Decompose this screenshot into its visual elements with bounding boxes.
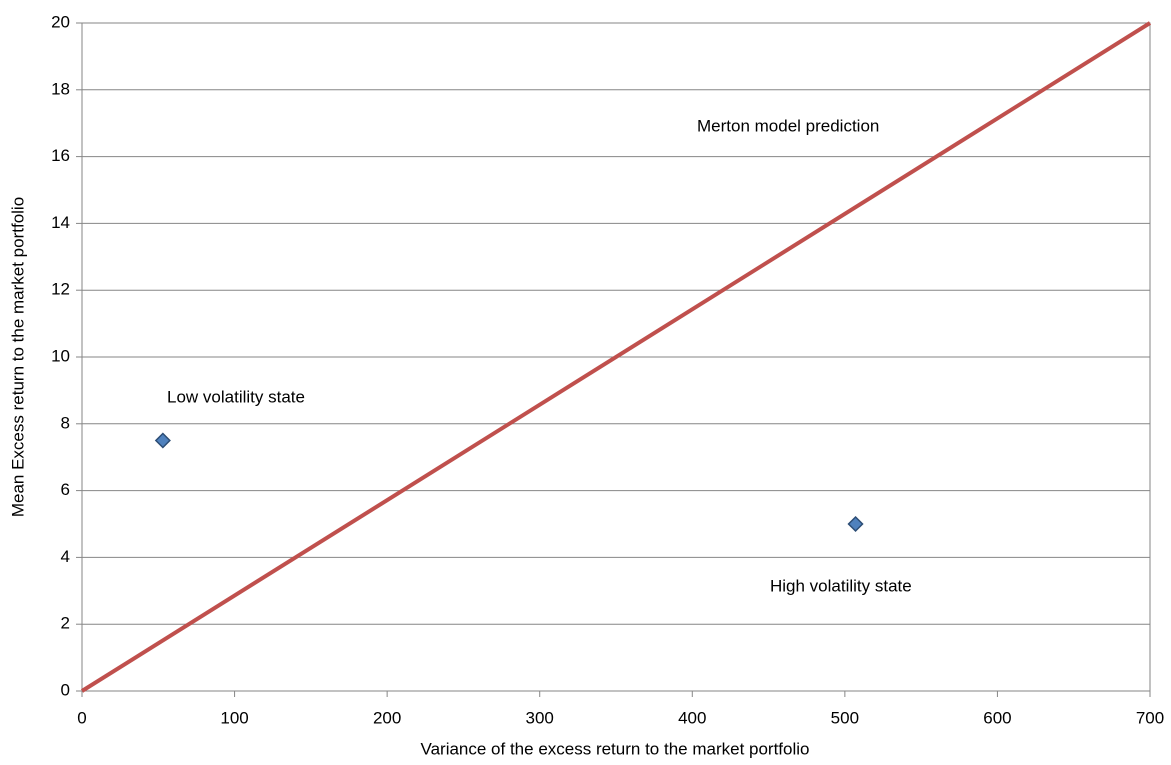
x-axis-title: Variance of the excess return to the mar… bbox=[421, 739, 810, 758]
y-tick-label: 2 bbox=[61, 614, 70, 633]
point bbox=[154, 432, 171, 449]
x-tick-label: 200 bbox=[373, 708, 401, 727]
annotation: High volatility state bbox=[770, 576, 912, 595]
x-tick-label: 500 bbox=[831, 708, 859, 727]
x-tick-label: 100 bbox=[220, 708, 248, 727]
y-tick-label: 14 bbox=[51, 213, 70, 232]
x-tick-label: 300 bbox=[526, 708, 554, 727]
annotation: Low volatility state bbox=[167, 387, 305, 406]
y-tick-label: 20 bbox=[51, 12, 70, 31]
x-tick-label: 400 bbox=[678, 708, 706, 727]
x-tick-label: 0 bbox=[77, 708, 86, 727]
y-axis-title: Mean Excess return to the market portfol… bbox=[8, 197, 27, 517]
y-tick-label: 0 bbox=[61, 680, 70, 699]
line bbox=[80, 21, 1152, 693]
y-tick-label: 4 bbox=[61, 547, 70, 566]
y-tick-label: 18 bbox=[51, 79, 70, 98]
annotation: Merton model prediction bbox=[697, 116, 879, 135]
y-tick-label: 6 bbox=[61, 480, 70, 499]
x-tick-label: 600 bbox=[983, 708, 1011, 727]
y-tick-label: 16 bbox=[51, 146, 70, 165]
y-tick-label: 10 bbox=[51, 346, 70, 365]
x-tick-label: 700 bbox=[1136, 708, 1164, 727]
point bbox=[847, 515, 864, 533]
y-tick-label: 12 bbox=[51, 280, 70, 299]
y-tick-label: 8 bbox=[61, 413, 70, 432]
